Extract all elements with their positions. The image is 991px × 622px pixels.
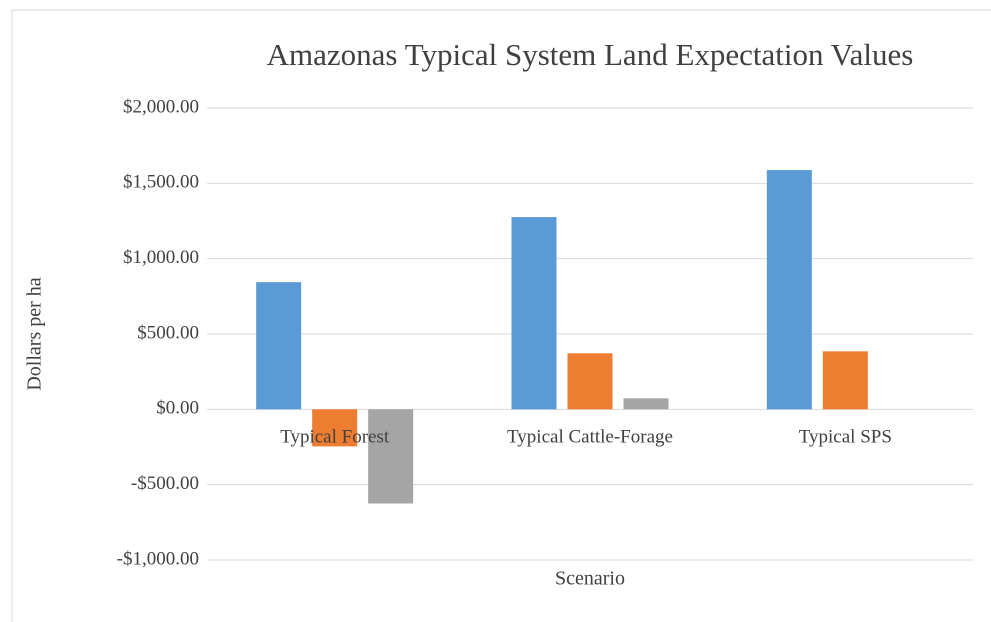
bar: [567, 353, 613, 410]
y-tick-label: $1,500.00: [123, 172, 199, 193]
chart-frame: [11, 9, 991, 622]
chart-title: Amazonas Typical System Land Expectation…: [267, 37, 914, 72]
bar: [312, 409, 358, 447]
x-tick-label: Typical SPS: [799, 427, 892, 448]
y-tick-label: -$1,000.00: [117, 548, 199, 569]
y-tick-label: $1,000.00: [123, 247, 199, 268]
x-tick-label: Typical Forest: [280, 427, 390, 448]
y-tick-label: $500.00: [137, 322, 199, 343]
x-tick-label: Typical Cattle-Forage: [507, 427, 673, 448]
bar: [766, 170, 812, 410]
bar: [623, 398, 669, 410]
y-axis-label: Dollars per ha: [24, 277, 46, 390]
y-tick-label: -$500.00: [131, 473, 199, 494]
bar: [368, 409, 414, 504]
y-tick-label: $0.00: [156, 398, 199, 419]
bar: [511, 217, 557, 410]
bar: [256, 282, 302, 410]
bar: [822, 351, 868, 410]
x-axis-label: Scenario: [555, 568, 625, 590]
y-tick-label: $2,000.00: [123, 96, 199, 117]
